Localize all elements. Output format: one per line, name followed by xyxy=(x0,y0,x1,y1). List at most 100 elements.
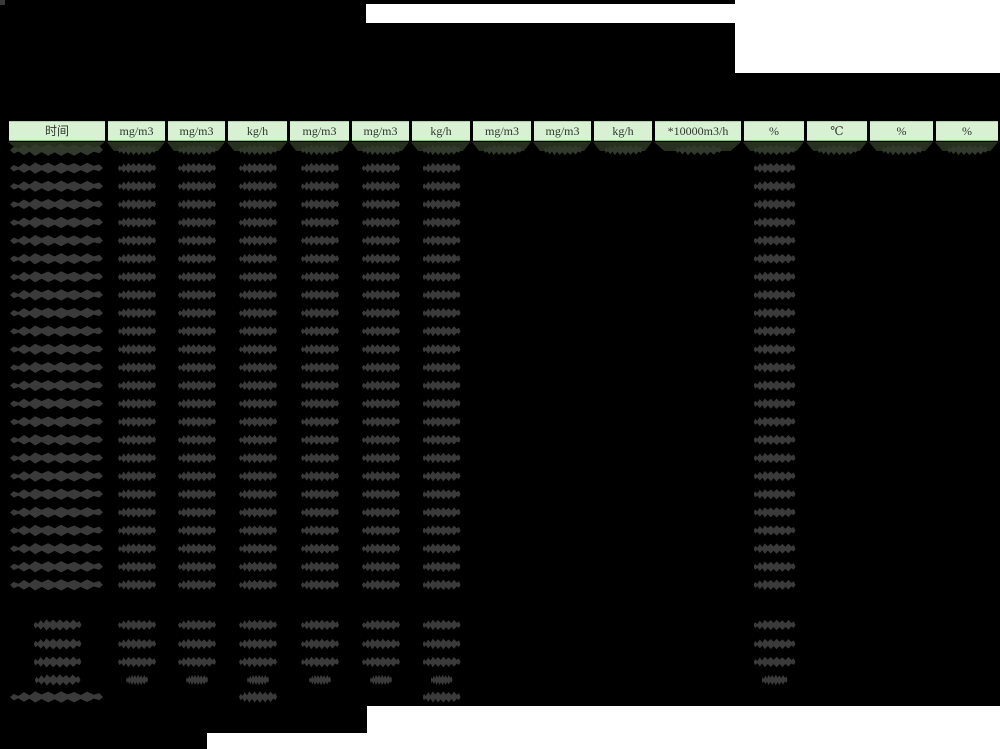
obscured-value-blob xyxy=(370,674,392,686)
obscured-value-blob xyxy=(178,561,216,572)
obscured-value-blob xyxy=(753,380,796,391)
obscured-value-blob xyxy=(362,144,400,156)
obscured-value-blob xyxy=(178,656,216,668)
header-cell-shadow xyxy=(743,142,804,151)
obscured-value-blob xyxy=(178,619,216,631)
obscured-value-blob xyxy=(118,362,156,373)
obscured-value-blob xyxy=(362,362,400,373)
obscured-value-blob xyxy=(301,470,339,482)
unit-header-cell: mg/m3 xyxy=(290,121,349,141)
obscured-value-blob xyxy=(422,656,461,668)
obscured-value-blob xyxy=(604,144,643,156)
obscured-datetime-blob xyxy=(10,506,103,518)
obscured-value-blob xyxy=(118,638,156,650)
obscured-value-blob xyxy=(422,489,461,500)
obscured-value-blob xyxy=(422,235,461,246)
obscured-value-blob xyxy=(362,434,400,446)
obscured-value-blob xyxy=(239,217,277,228)
obscured-value-blob xyxy=(178,579,216,591)
obscured-value-blob xyxy=(118,619,156,631)
header-cell-shadow xyxy=(654,142,741,151)
obscured-value-blob xyxy=(362,162,400,174)
obscured-value-blob xyxy=(118,579,156,591)
unit-header-cell: % xyxy=(744,121,804,141)
obscured-datetime-blob xyxy=(10,289,103,301)
obscured-datetime-blob xyxy=(10,379,103,392)
obscured-value-blob xyxy=(301,289,339,301)
obscured-value-blob xyxy=(422,271,461,283)
obscured-value-blob xyxy=(118,398,156,409)
obscured-value-blob xyxy=(753,199,796,210)
obscured-value-blob xyxy=(309,674,331,686)
unit-header-cell: *10000m3/h xyxy=(655,121,741,141)
obscured-value-blob xyxy=(178,543,216,554)
obscured-value-blob xyxy=(422,543,461,554)
obscured-value-blob xyxy=(430,674,453,686)
obscured-value-blob xyxy=(239,452,277,464)
white-page-region-top-right xyxy=(735,0,1000,73)
obscured-value-blob xyxy=(422,470,461,482)
obscured-value-blob xyxy=(239,656,277,668)
obscured-value-blob xyxy=(301,579,339,591)
unit-header-cell: kg/h xyxy=(228,121,287,141)
obscured-value-blob xyxy=(239,253,277,264)
obscured-value-blob xyxy=(118,181,156,192)
obscured-value-blob xyxy=(362,253,400,264)
obscured-value-blob xyxy=(422,162,461,174)
stray-mark xyxy=(0,0,5,5)
obscured-value-blob xyxy=(362,271,400,283)
obscured-value-blob xyxy=(422,507,461,518)
obscured-value-blob xyxy=(178,344,216,355)
obscured-value-blob xyxy=(301,253,339,264)
obscured-value-blob xyxy=(753,144,796,156)
obscured-datetime-blob xyxy=(10,361,103,374)
obscured-value-blob xyxy=(422,362,461,373)
obscured-value-blob xyxy=(362,561,400,572)
header-cell-shadow xyxy=(8,142,105,151)
obscured-value-blob xyxy=(817,144,858,156)
unit-header-cell: mg/m3 xyxy=(108,121,165,141)
obscured-value-blob xyxy=(753,470,796,482)
obscured-value-blob xyxy=(301,507,339,518)
header-cell-shadow xyxy=(533,142,591,151)
obscured-value-blob xyxy=(239,525,277,536)
obscured-value-blob xyxy=(118,416,156,427)
obscured-value-blob xyxy=(675,144,722,156)
obscured-value-blob xyxy=(301,271,339,283)
unit-header-cell: ℃ xyxy=(807,121,867,141)
obscured-value-blob xyxy=(178,235,216,246)
unit-header-cell: kg/h xyxy=(412,121,470,141)
obscured-value-blob xyxy=(301,561,339,572)
obscured-value-blob xyxy=(239,325,277,337)
obscured-value-blob xyxy=(422,217,461,228)
obscured-value-blob xyxy=(544,144,582,156)
obscured-value-blob xyxy=(301,452,339,464)
header-cell-shadow xyxy=(411,142,470,151)
unit-header-cell: 时间 xyxy=(9,121,105,141)
obscured-value-blob xyxy=(178,199,216,210)
obscured-value-blob xyxy=(753,656,796,668)
obscured-value-blob xyxy=(362,638,400,650)
obscured-value-blob xyxy=(239,489,277,500)
obscured-value-blob xyxy=(118,525,156,536)
obscured-value-blob xyxy=(301,380,339,391)
obscured-value-blob xyxy=(126,674,148,686)
obscured-value-blob xyxy=(362,525,400,536)
obscured-value-blob xyxy=(422,181,461,192)
obscured-value-blob xyxy=(753,398,796,409)
obscured-value-blob xyxy=(178,470,216,482)
obscured-value-blob xyxy=(178,181,216,192)
obscured-value-blob xyxy=(239,434,277,446)
obscured-value-blob xyxy=(178,253,216,264)
unit-header-cell: mg/m3 xyxy=(168,121,225,141)
obscured-value-blob xyxy=(118,217,156,228)
obscured-value-blob xyxy=(118,199,156,210)
obscured-value-blob xyxy=(362,344,400,355)
obscured-footer-label-blob xyxy=(10,691,103,703)
obscured-value-blob xyxy=(178,144,216,156)
obscured-value-blob xyxy=(362,235,400,246)
obscured-value-blob xyxy=(753,507,796,518)
obscured-value-blob xyxy=(947,144,988,156)
obscured-datetime-blob xyxy=(10,198,103,210)
obscured-value-blob xyxy=(362,416,400,427)
